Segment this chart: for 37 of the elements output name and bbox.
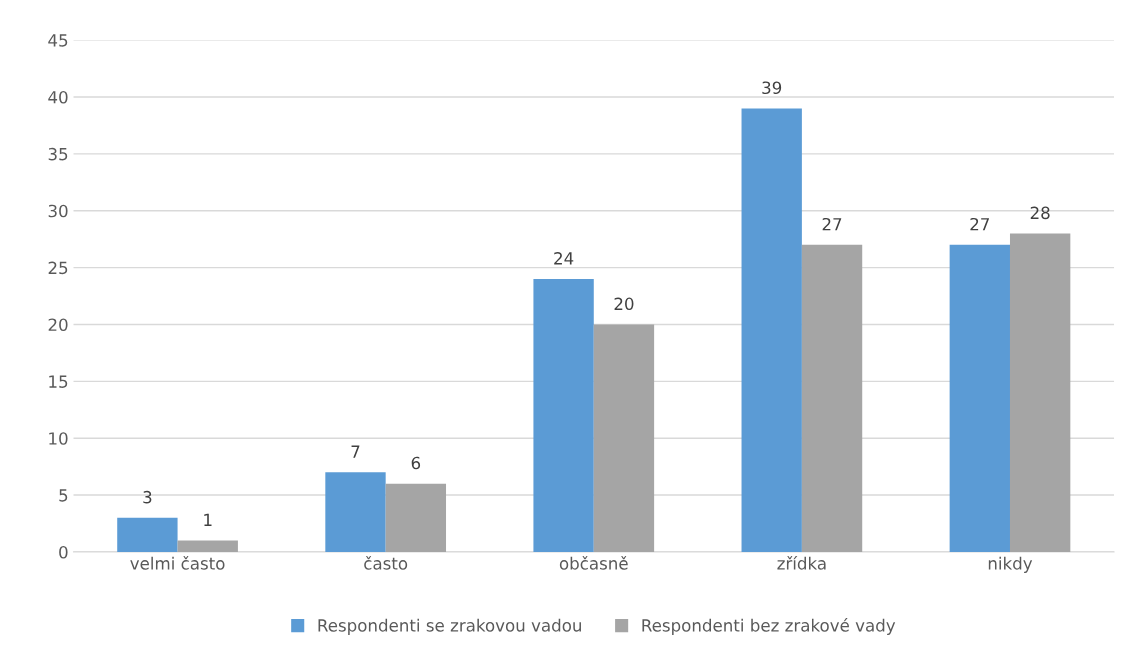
bar xyxy=(1009,233,1071,552)
x-tick-label: občasně xyxy=(559,556,628,570)
data-label: 3 xyxy=(143,490,152,504)
y-tick-label: 20 xyxy=(48,318,68,332)
bar xyxy=(533,278,594,552)
y-tick-label: 35 xyxy=(48,147,68,161)
data-label: 39 xyxy=(762,81,782,95)
bar xyxy=(177,540,238,552)
x-tick-label: nikdy xyxy=(988,556,1033,573)
bar xyxy=(593,324,655,552)
legend-label: Respondenti se zrakovou vadou xyxy=(318,618,581,635)
data-label: 28 xyxy=(1030,206,1050,220)
x-tick-label: často xyxy=(364,556,408,570)
data-label: 7 xyxy=(351,445,360,458)
legend-label: Respondenti bez zrakové vady xyxy=(642,618,896,635)
bar xyxy=(117,517,178,552)
bar xyxy=(385,483,447,552)
data-label: 27 xyxy=(970,217,989,231)
y-tick-label: 25 xyxy=(48,261,68,275)
data-label: 1 xyxy=(204,513,212,526)
data-label: 24 xyxy=(554,252,574,265)
data-label: 20 xyxy=(614,297,634,311)
y-tick-label: 0 xyxy=(59,545,68,559)
data-label: 6 xyxy=(411,456,421,470)
x-tick-label: zřídka xyxy=(777,556,826,570)
y-tick-label: 15 xyxy=(49,375,68,388)
y-tick-label: 5 xyxy=(59,489,68,502)
y-tick-label: 45 xyxy=(48,34,68,47)
x-tick-label: velmi často xyxy=(130,556,225,570)
bar xyxy=(325,472,386,552)
y-tick-label: 30 xyxy=(48,204,68,218)
data-label: 27 xyxy=(822,217,842,231)
bar xyxy=(949,244,1010,552)
bar xyxy=(741,108,802,552)
bar xyxy=(801,244,863,552)
y-tick-label: 40 xyxy=(48,90,68,104)
y-tick-label: 10 xyxy=(49,432,68,445)
